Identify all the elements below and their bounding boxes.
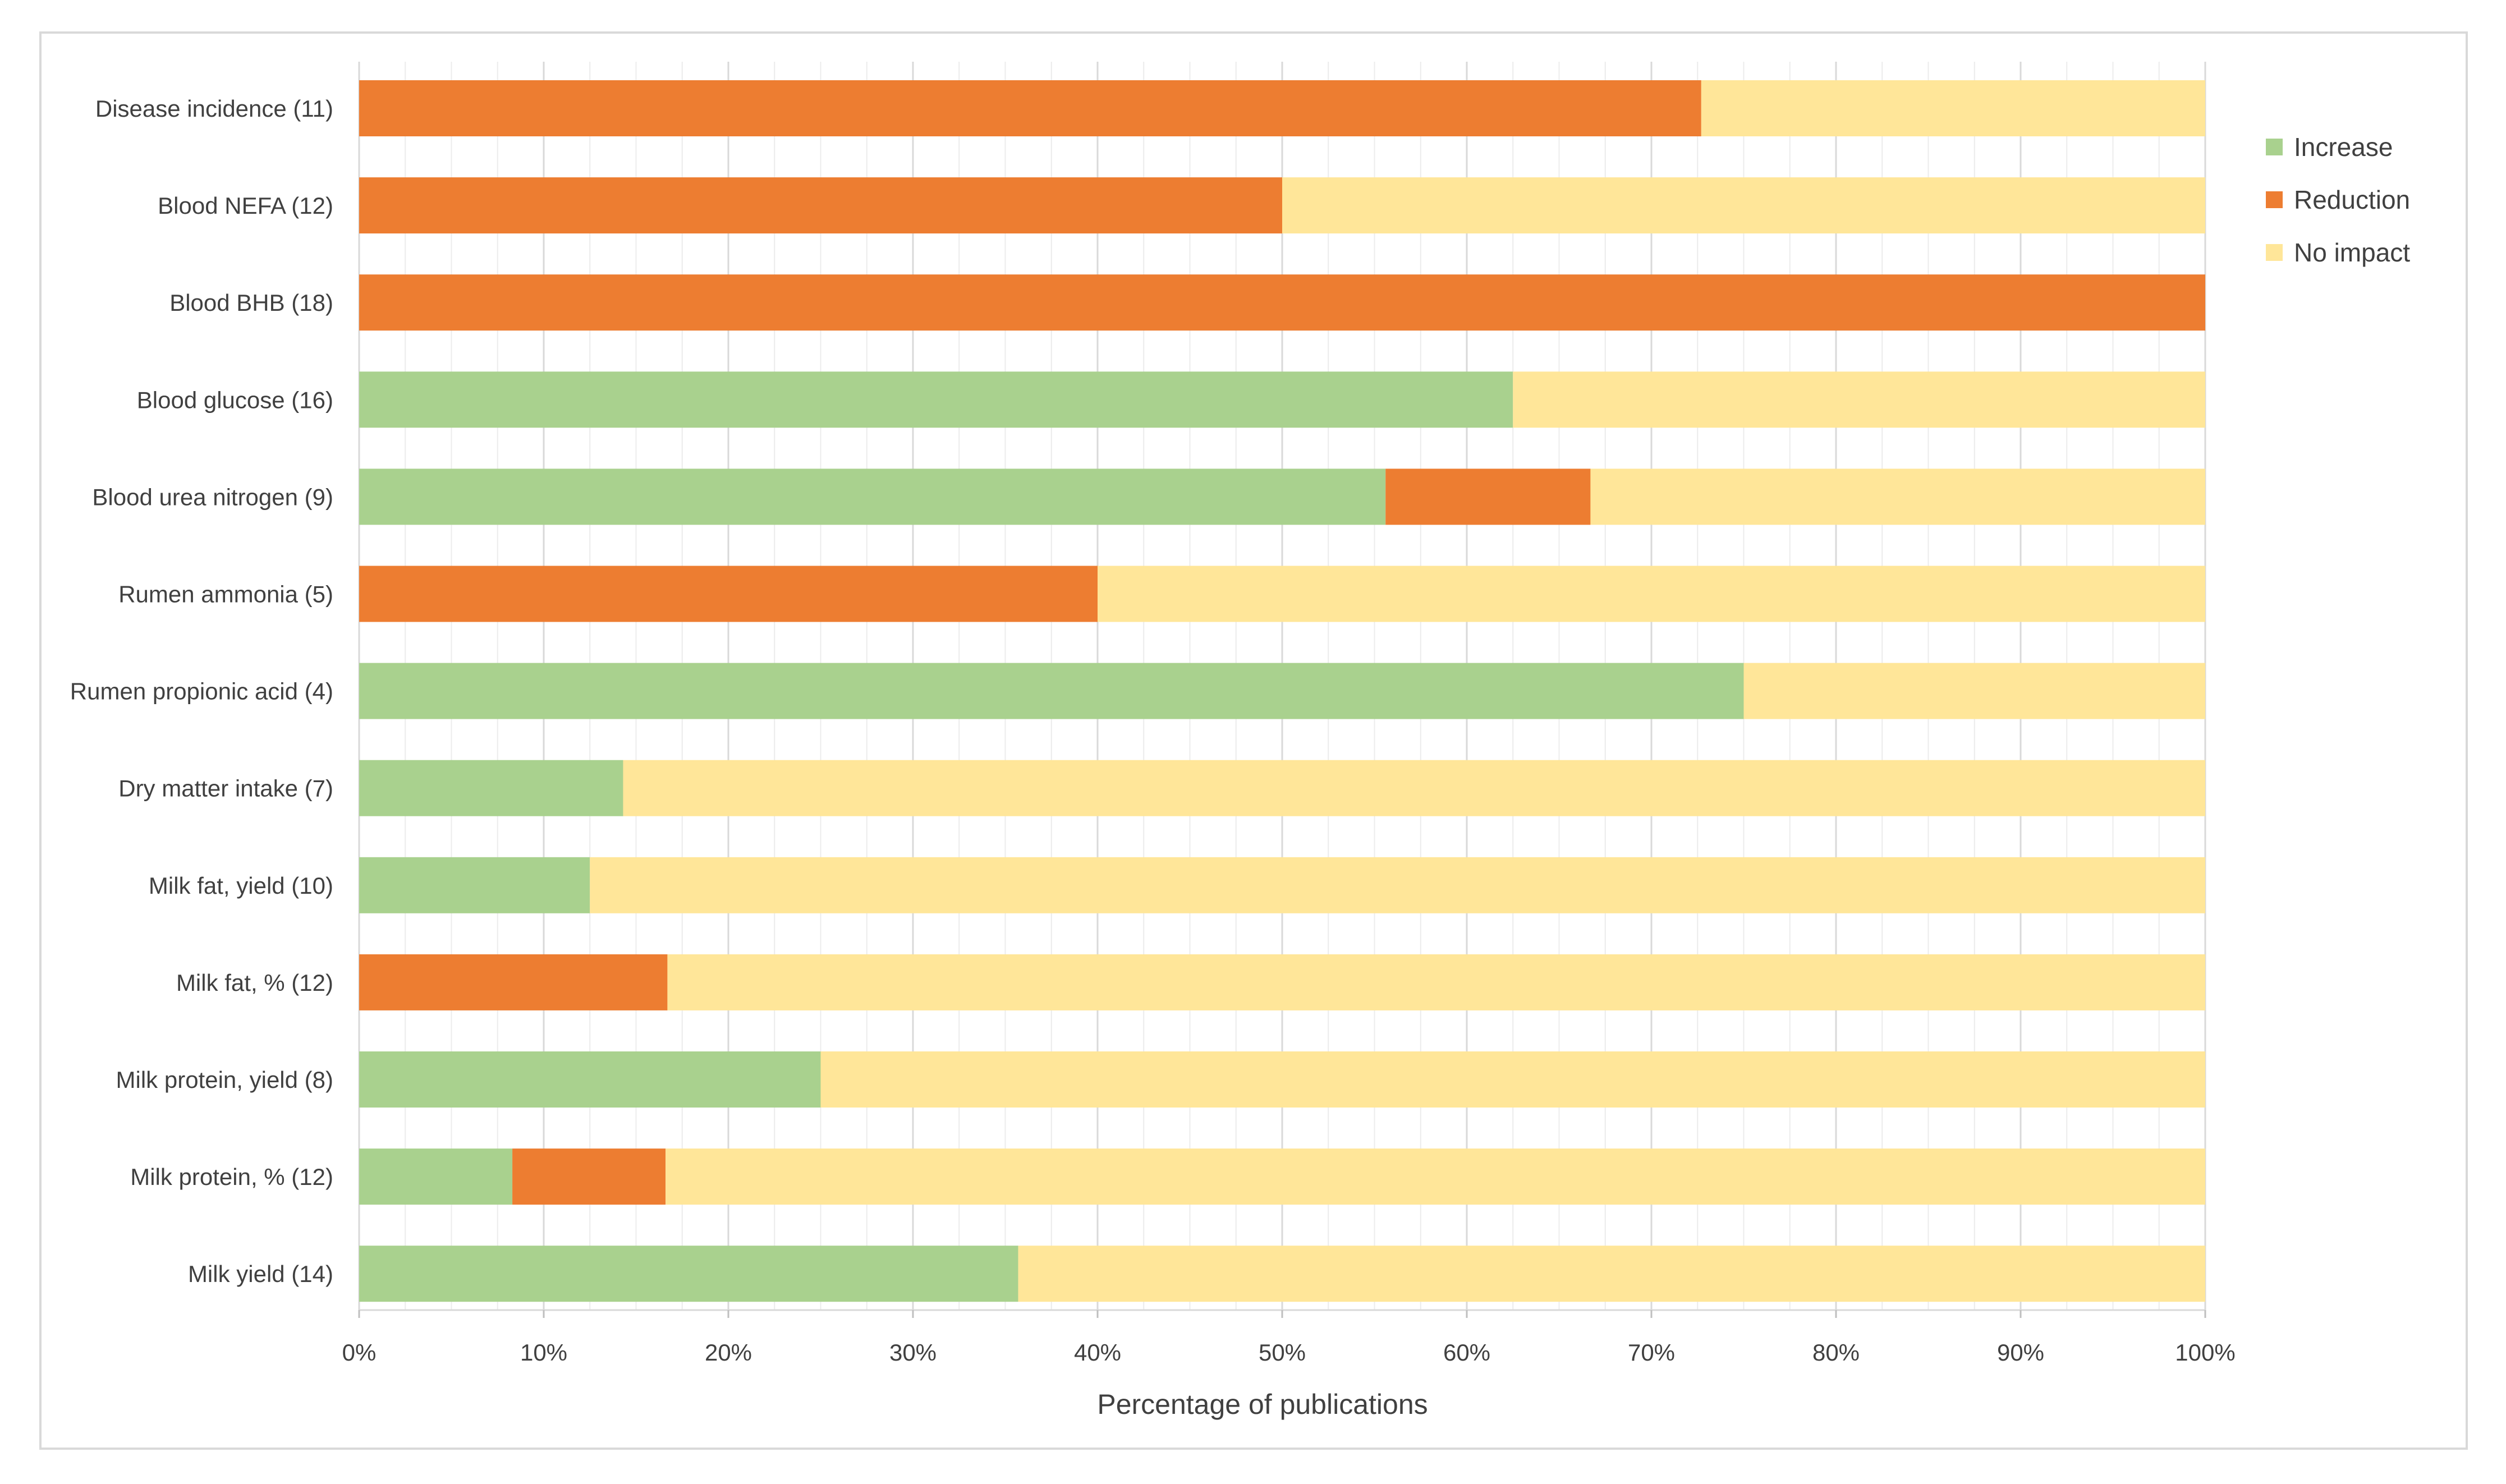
category-label: Disease incidence (11)	[95, 95, 333, 122]
category-label: Blood NEFA (12)	[158, 192, 333, 219]
legend-swatch-reduction	[2266, 191, 2283, 208]
bars-layer	[359, 80, 2205, 1302]
bar-increase-6	[359, 663, 1744, 719]
x-tick-label: 30%	[889, 1339, 937, 1366]
bar-reduction-2	[359, 274, 2205, 331]
x-tick-label: 0%	[342, 1339, 377, 1366]
category-label: Rumen ammonia (5)	[118, 581, 333, 608]
legend-swatch-increase	[2266, 139, 2283, 155]
category-label: Rumen propionic acid (4)	[70, 678, 333, 705]
legend: Increase Reduction No impact	[2266, 132, 2410, 267]
category-label: Blood BHB (18)	[169, 290, 333, 316]
category-label: Milk protein, % (12)	[130, 1164, 333, 1190]
bar-no-impact-3	[1513, 371, 2205, 428]
x-tick-label: 20%	[705, 1339, 752, 1366]
x-tick-label: 10%	[520, 1339, 567, 1366]
bar-no-impact-11	[665, 1148, 2205, 1205]
category-label: Milk yield (14)	[188, 1261, 333, 1287]
bar-increase-3	[359, 371, 1513, 428]
bar-reduction-0	[359, 80, 1701, 136]
bar-no-impact-7	[623, 760, 2205, 816]
legend-label: Reduction	[2294, 185, 2410, 214]
bar-no-impact-6	[1743, 663, 2205, 719]
category-label: Blood glucose (16)	[137, 387, 333, 413]
x-tick-label: 40%	[1074, 1339, 1121, 1366]
legend-label: Increase	[2294, 132, 2393, 162]
x-tick-label: 100%	[2175, 1339, 2235, 1366]
bar-increase-7	[359, 760, 623, 816]
x-tick-labels: 0% 10% 20% 30% 40% 50% 60% 70% 80% 90% 100%	[342, 1339, 2236, 1366]
bar-increase-4	[359, 468, 1386, 525]
bar-no-impact-1	[1282, 177, 2205, 234]
bar-no-impact-12	[1018, 1246, 2205, 1302]
bar-increase-8	[359, 857, 590, 913]
x-tick-label: 90%	[1997, 1339, 2044, 1366]
x-tick-label: 60%	[1443, 1339, 1490, 1366]
bar-increase-11	[359, 1148, 513, 1205]
category-label: Dry matter intake (7)	[118, 775, 333, 802]
chart-frame	[39, 31, 2468, 1450]
bar-no-impact-0	[1701, 80, 2205, 136]
bar-increase-12	[359, 1246, 1018, 1302]
bar-reduction-9	[359, 954, 668, 1010]
legend-label: No impact	[2294, 238, 2410, 267]
category-label: Milk fat, yield (10)	[149, 872, 333, 899]
x-axis-title: Percentage of publications	[1097, 1389, 1428, 1420]
bar-no-impact-9	[667, 954, 2205, 1010]
category-label: Milk protein, yield (8)	[116, 1067, 333, 1093]
bar-reduction-5	[359, 566, 1098, 622]
x-tick-label: 50%	[1259, 1339, 1306, 1366]
bar-no-impact-8	[590, 857, 2205, 913]
bar-no-impact-4	[1590, 468, 2205, 525]
bar-no-impact-10	[820, 1051, 2205, 1108]
category-label: Milk fat, % (12)	[176, 970, 333, 996]
x-tick-label: 70%	[1628, 1339, 1675, 1366]
legend-swatch-no-impact	[2266, 244, 2283, 261]
x-tick-label: 80%	[1812, 1339, 1860, 1366]
category-labels: Disease incidence (11) Blood NEFA (12) Blo…	[70, 95, 333, 1287]
bar-increase-10	[359, 1051, 821, 1108]
category-label: Blood urea nitrogen (9)	[92, 484, 333, 510]
bar-no-impact-5	[1098, 566, 2205, 622]
bar-reduction-11	[512, 1148, 666, 1205]
bar-reduction-4	[1385, 468, 1591, 525]
bar-reduction-1	[359, 177, 1282, 234]
